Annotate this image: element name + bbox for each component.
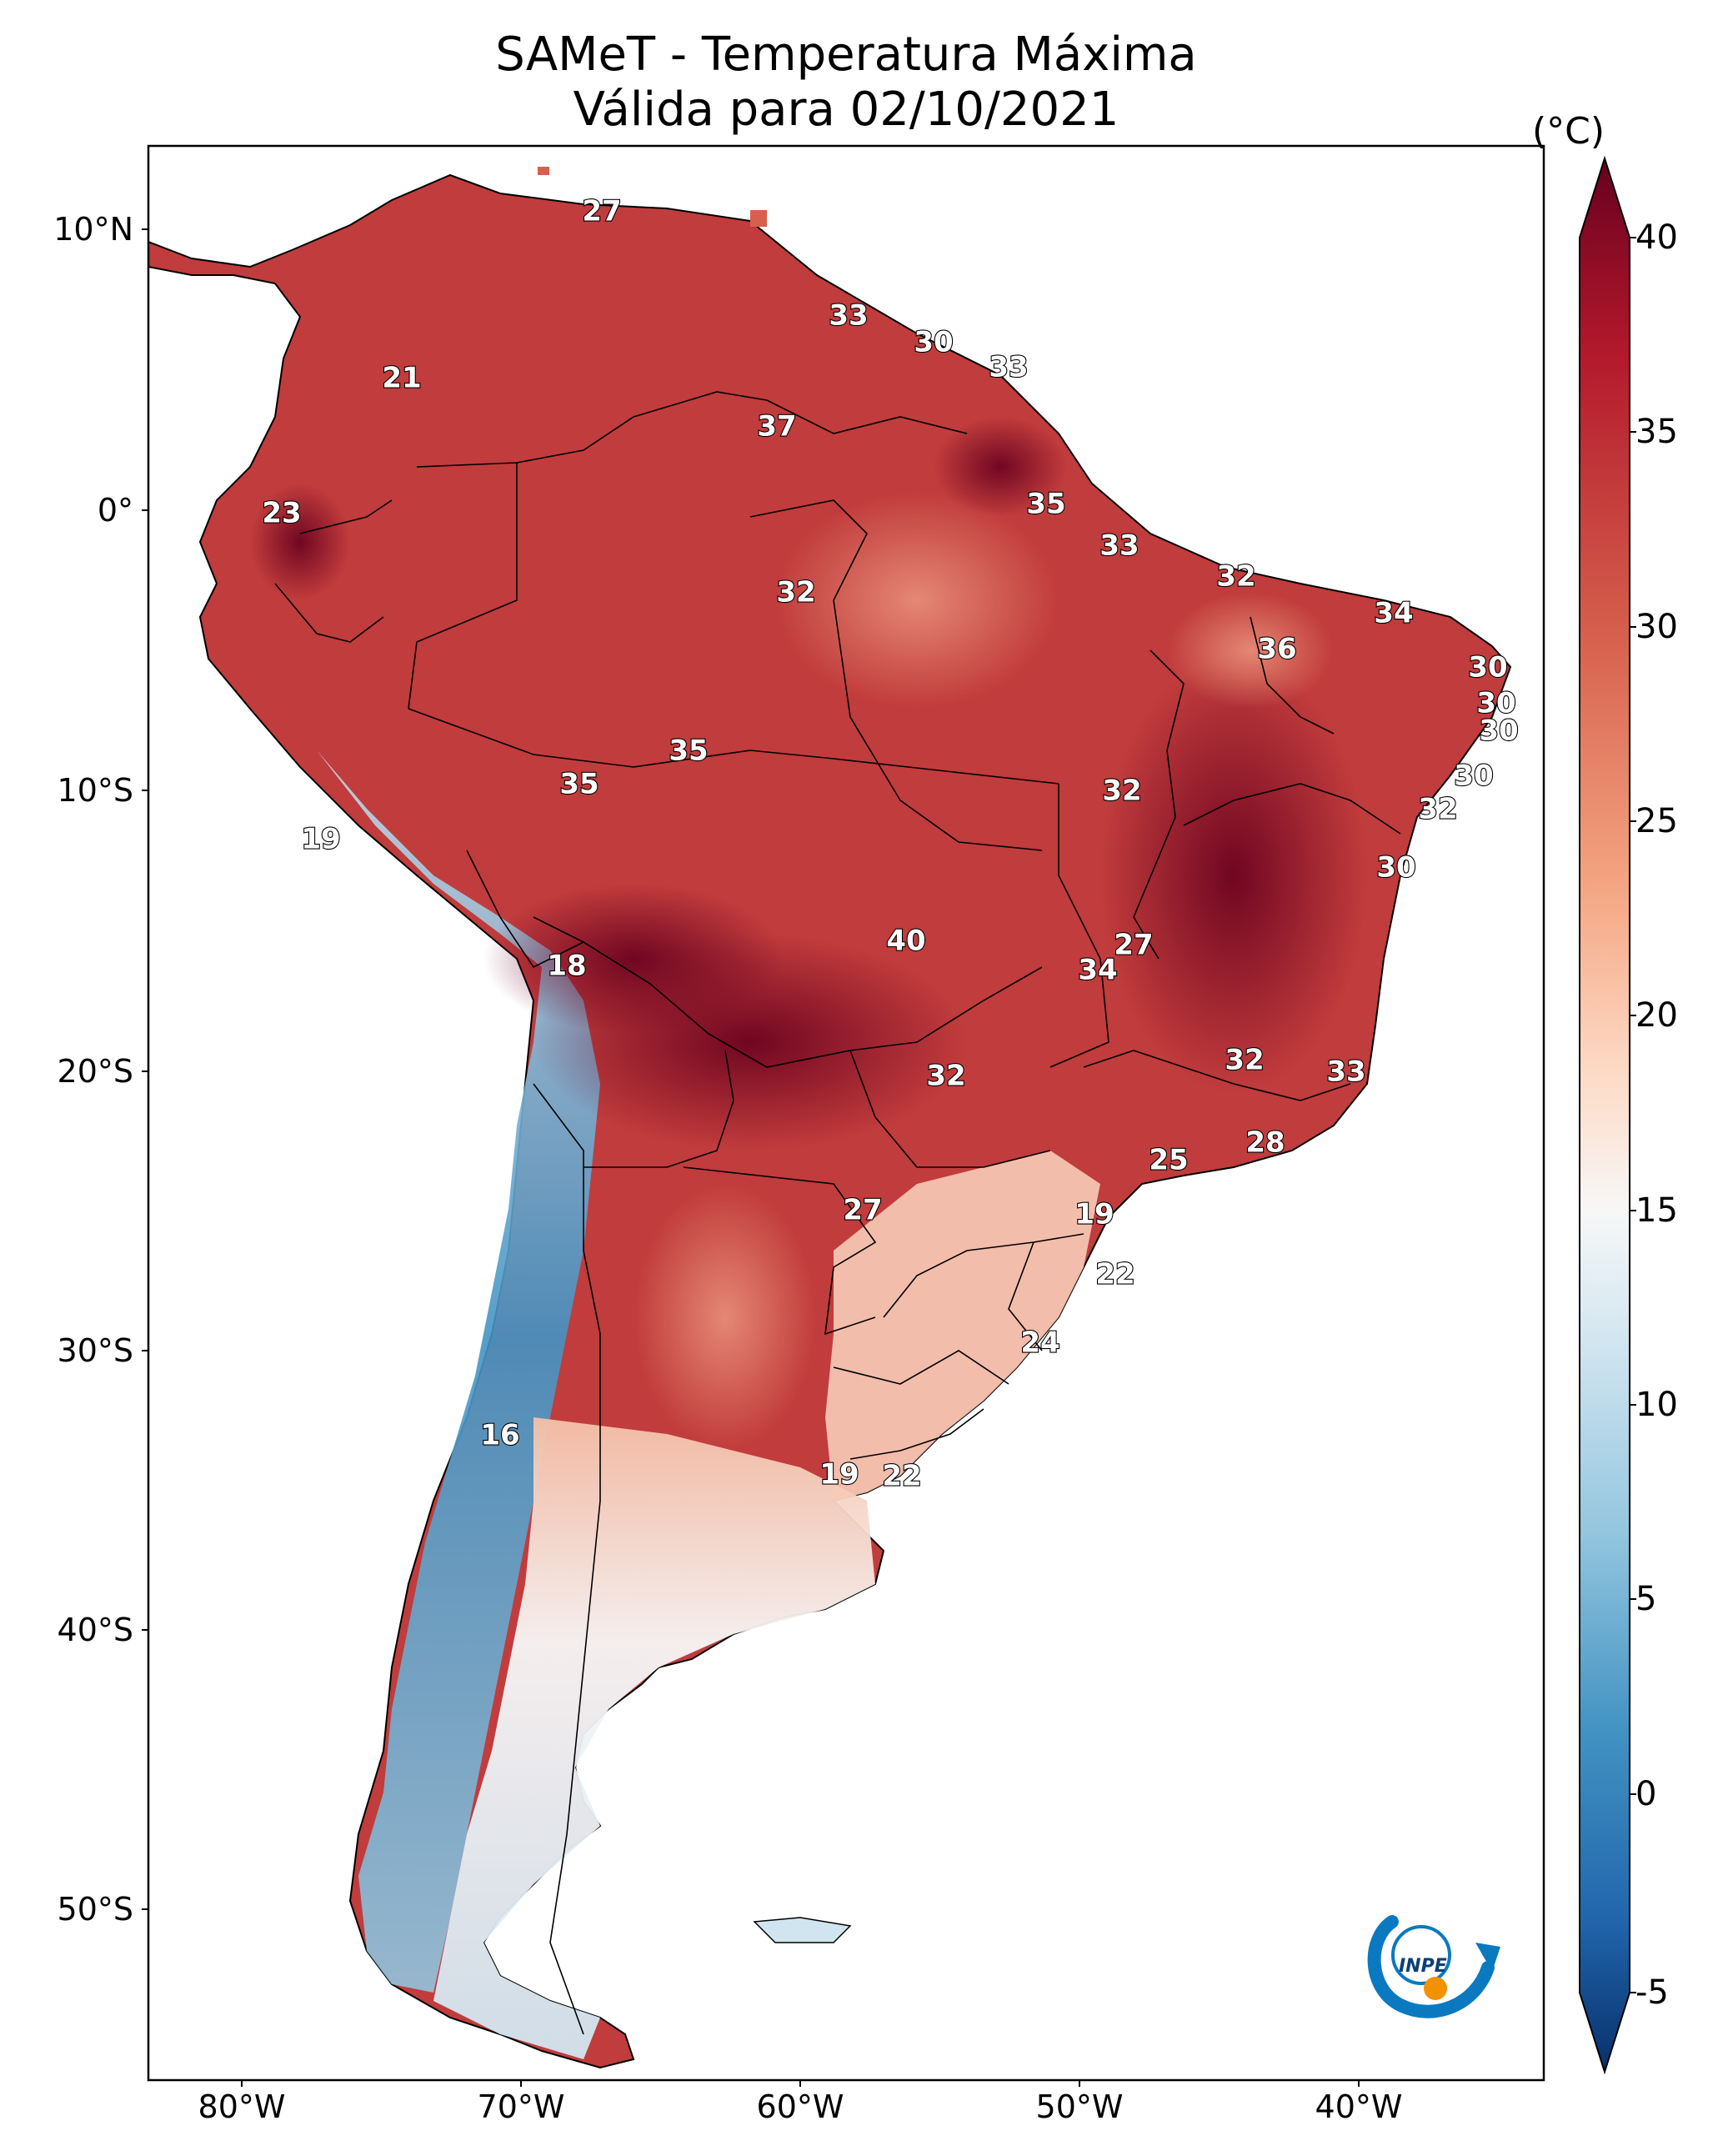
- value-label: 33: [829, 299, 868, 333]
- value-label: 30: [1479, 714, 1518, 748]
- colorbar-label: 20: [1635, 996, 1678, 1035]
- value-label: 25: [1149, 1144, 1188, 1177]
- hot-core-north: [934, 417, 1067, 517]
- colorbar-ticks: [1630, 237, 1636, 1993]
- colorbar-label: 40: [1635, 218, 1678, 257]
- country-borders: [274, 391, 1401, 2035]
- temperature-field: [148, 167, 1512, 2069]
- value-label: 16: [480, 1419, 519, 1452]
- value-label: 32: [1418, 793, 1457, 826]
- colorbar-label: 0: [1635, 1775, 1657, 1813]
- value-label: 21: [382, 362, 421, 395]
- lat-label: 30°S: [57, 1332, 133, 1369]
- caribbean-island: [538, 167, 549, 175]
- lon-label: 70°W: [477, 2088, 565, 2125]
- colorbar: [1579, 155, 1630, 2075]
- hot-core-west: [483, 884, 784, 1034]
- colorbar-label: 15: [1635, 1191, 1678, 1230]
- lat-label: 10°S: [57, 772, 133, 809]
- lat-label: 20°S: [57, 1053, 133, 1090]
- warm-area-chaco: [634, 1184, 817, 1451]
- colorbar-label: 25: [1635, 802, 1678, 840]
- warm-area-amazon: [775, 492, 1059, 709]
- falkland-islands: [753, 1917, 852, 1943]
- lon-label: 80°W: [198, 2088, 286, 2125]
- value-label: 40: [886, 925, 925, 958]
- value-label: 33: [1099, 529, 1139, 563]
- hot-core-northwest: [250, 484, 350, 600]
- value-label: 36: [1257, 633, 1296, 666]
- value-label: 34: [1374, 597, 1413, 630]
- value-label: 22: [1095, 1258, 1134, 1291]
- colorbar-unit: (°C): [1532, 110, 1605, 153]
- value-label: 19: [301, 823, 340, 856]
- colorbar-label: 10: [1635, 1386, 1678, 1424]
- value-label: 32: [776, 576, 815, 609]
- value-label: 33: [1326, 1055, 1365, 1089]
- value-label: 32: [1102, 775, 1141, 808]
- warm-area-northeast: [1167, 592, 1334, 709]
- logo-text: INPE: [1399, 1956, 1447, 1977]
- map-subtitle: Válida para 02/10/2021: [573, 83, 1119, 137]
- colorbar-label: 5: [1635, 1580, 1657, 1618]
- value-label: 30: [1376, 851, 1415, 885]
- inpe-logo: INPE: [1367, 1915, 1500, 2018]
- lat-label: 40°S: [57, 1612, 133, 1648]
- value-label: 27: [1114, 929, 1153, 962]
- lon-ticks: [241, 2080, 1360, 2087]
- station-values: 27 33 30 33 21 37 23 35 33 32 32 34 36 3…: [261, 193, 1520, 1493]
- value-label: 32: [1225, 1044, 1264, 1077]
- map-border: [147, 144, 1545, 2082]
- value-label: 35: [1026, 488, 1065, 521]
- southern-brazil-region: [825, 1151, 1100, 1501]
- colorbar-label: -5: [1635, 1973, 1669, 2012]
- value-label: 32: [926, 1060, 965, 1093]
- southern-cool-region: [433, 1417, 875, 2059]
- value-label: 30: [1454, 760, 1493, 793]
- value-label: 19: [819, 1458, 859, 1492]
- lat-label: 10°N: [53, 211, 133, 248]
- lon-label: 60°W: [756, 2088, 844, 2125]
- value-label: 30: [914, 326, 953, 359]
- value-label: 37: [757, 410, 796, 444]
- lon-label: 40°W: [1315, 2088, 1403, 2125]
- value-label: 35: [669, 735, 708, 768]
- lon-label: 50°W: [1035, 2088, 1124, 2125]
- colorbar-label: 30: [1635, 608, 1678, 646]
- value-label: 23: [262, 497, 301, 530]
- value-label: 30: [1476, 687, 1515, 720]
- value-label: 32: [1216, 560, 1255, 594]
- colorbar-label: 35: [1635, 413, 1678, 451]
- value-label: 35: [559, 768, 599, 801]
- lat-label: 0°: [97, 492, 133, 529]
- value-label: 30: [1468, 651, 1507, 684]
- lat-ticks: [142, 228, 148, 1910]
- value-label: 18: [547, 950, 586, 983]
- trinidad-island: [750, 210, 767, 227]
- value-label: 19: [1074, 1198, 1114, 1231]
- value-label: 33: [989, 351, 1028, 384]
- value-label: 27: [843, 1194, 882, 1227]
- value-label: 22: [882, 1460, 921, 1493]
- value-label: 24: [1020, 1326, 1059, 1360]
- value-label: 28: [1245, 1126, 1285, 1160]
- value-label: 27: [582, 195, 621, 228]
- lat-label: 50°S: [57, 1891, 133, 1928]
- value-label: 34: [1078, 954, 1117, 987]
- map-title: SAMeT - Temperatura Máxima: [495, 28, 1197, 82]
- hot-core-east: [1100, 659, 1367, 1092]
- andes-cold-belt: [267, 684, 600, 1993]
